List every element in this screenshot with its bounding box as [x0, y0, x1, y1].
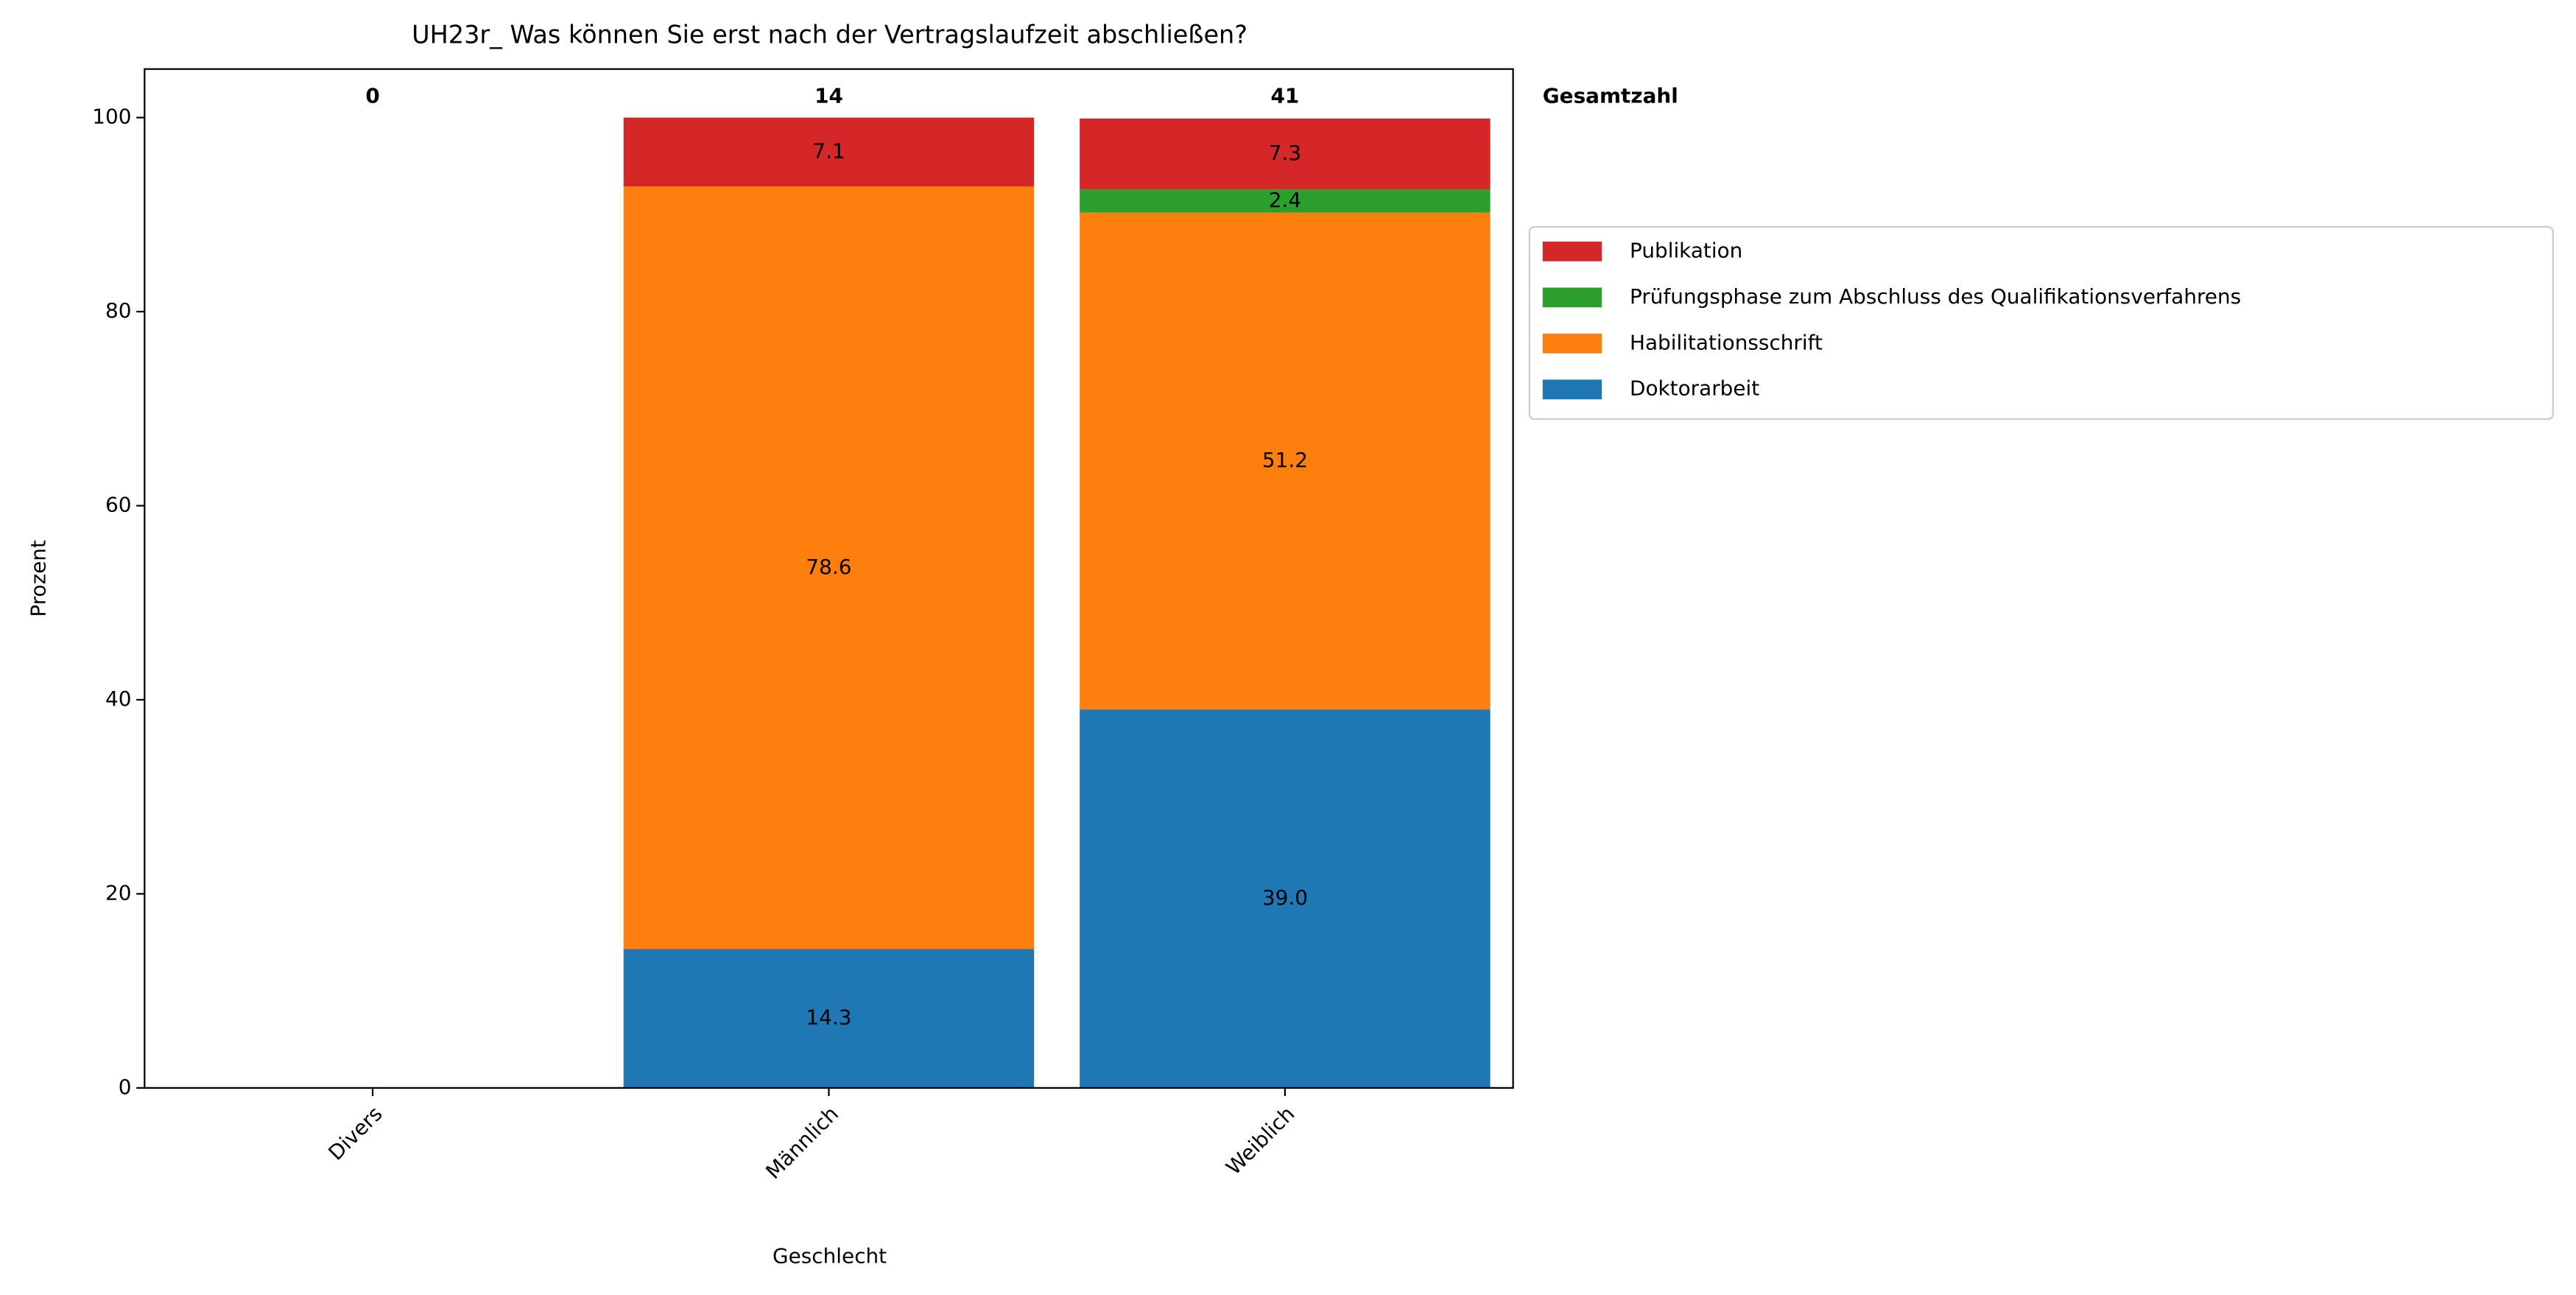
legend-label: Prüfungsphase zum Abschluss des Qualifik… — [1630, 284, 2241, 309]
totals-label: Gesamtzahl — [1543, 84, 1678, 108]
y-tick-label: 80 — [105, 298, 131, 323]
legend-label: Habilitationsschrift — [1630, 330, 1823, 354]
chart-title: UH23r_ Was können Sie erst nach der Vert… — [412, 21, 1247, 49]
legend-swatch — [1542, 379, 1602, 400]
x-axis-label: Geschlecht — [773, 1244, 887, 1268]
data-label: 39.0 — [1262, 885, 1308, 910]
legend-label: Doktorarbeit — [1630, 376, 1759, 401]
total-label: 14 — [814, 84, 843, 108]
data-label: 51.2 — [1262, 448, 1308, 472]
bar-segment — [1080, 118, 1491, 190]
y-tick-label: 40 — [105, 687, 131, 711]
data-label: 7.3 — [1269, 141, 1301, 165]
y-tick-label: 0 — [119, 1075, 132, 1099]
bar-segment — [1080, 212, 1491, 710]
plot-frame — [144, 68, 1514, 1089]
y-tick-label: 100 — [92, 105, 131, 129]
legend-swatch — [1542, 287, 1602, 308]
y-axis-label: Prozent — [27, 540, 51, 617]
legend-label: Publikation — [1630, 238, 1742, 262]
y-tick-label: 20 — [105, 880, 131, 905]
bar-segment — [623, 117, 1035, 187]
data-label: 78.6 — [806, 555, 851, 579]
data-label: 7.1 — [812, 138, 845, 163]
bar-segment — [623, 949, 1035, 1088]
bar-segment — [1080, 189, 1491, 213]
y-tick-label: 60 — [105, 493, 131, 517]
bar-segment — [623, 186, 1035, 950]
data-label: 2.4 — [1269, 188, 1301, 212]
data-label: 14.3 — [806, 1006, 851, 1030]
total-label: 41 — [1271, 84, 1300, 108]
total-label: 0 — [365, 84, 379, 108]
legend-swatch — [1542, 241, 1602, 262]
bar-segment — [1080, 709, 1491, 1088]
legend-swatch — [1542, 333, 1602, 354]
legend-box — [1528, 225, 2554, 421]
